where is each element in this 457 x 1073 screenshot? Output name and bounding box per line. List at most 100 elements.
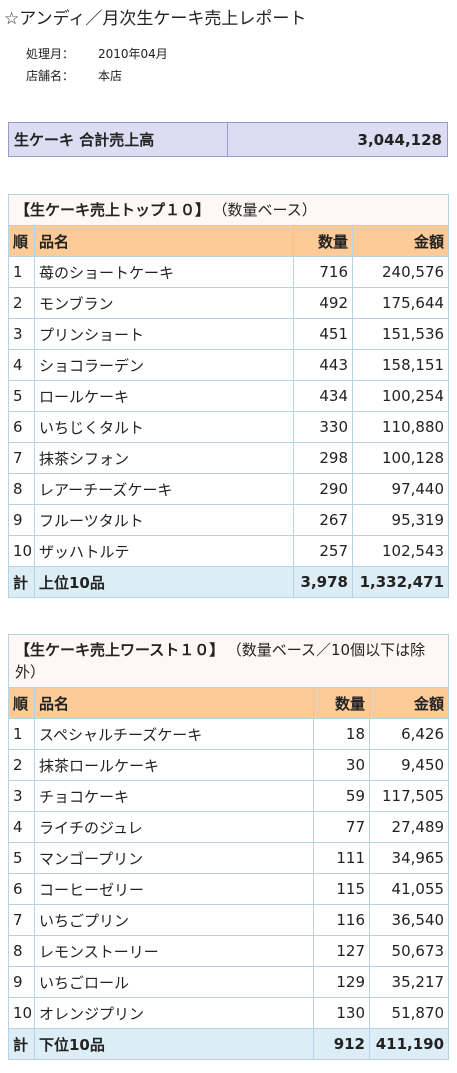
- footer-row: 計上位10品 3,978 1,332,471: [8, 566, 450, 598]
- table-cell: 2: [8, 749, 35, 781]
- table-cell: プリンショート: [34, 318, 294, 350]
- table-row: 6 コーヒーゼリー 115 41,055: [8, 873, 450, 905]
- meta-row: 処理月： 2010年04月: [26, 45, 168, 62]
- caption-note: （数量ベース）: [220, 201, 317, 219]
- column-header: 順: [8, 225, 35, 257]
- table-cell: 1: [8, 718, 35, 750]
- total-label: 生ケーキ 合計売上高: [8, 122, 228, 157]
- table-cell: モンブラン: [34, 287, 294, 319]
- table-cell: チョコケーキ: [34, 780, 314, 812]
- table-row: 9 フルーツタルト 267 95,319: [8, 504, 450, 536]
- table-cell: 298: [293, 442, 353, 474]
- report-title: ☆アンディ／月次生ケーキ売上レポート: [4, 9, 307, 29]
- meta-row: 店舗名： 本店: [26, 67, 122, 84]
- table-row: 8 レアーチーズケーキ 290 97,440: [8, 473, 450, 505]
- table-cell: 36,540: [368, 904, 450, 936]
- table-row: 2 モンブラン 492 175,644: [8, 287, 450, 319]
- table-cell: 7: [8, 442, 35, 474]
- table-cell: 9: [8, 966, 35, 998]
- table-row: 10 ザッハトルテ 257 102,543: [8, 535, 450, 567]
- column-header: 順: [8, 687, 35, 719]
- total-box: 生ケーキ 合計売上高 3,044,128: [8, 122, 448, 157]
- table-cell: 77: [313, 811, 370, 843]
- table-cell: 8: [8, 473, 35, 505]
- meta-value: 2010年04月: [98, 47, 168, 61]
- meta-label: 店舗名：: [26, 69, 75, 83]
- table-cell: 27,489: [368, 811, 450, 843]
- footer-cell: 912: [313, 1028, 370, 1060]
- table-cell: 抹茶シフォン: [34, 442, 294, 474]
- table-cell: 100,128: [351, 442, 450, 474]
- table-cell: 115: [313, 873, 370, 905]
- table-cell: 330: [293, 411, 353, 443]
- table-row: 10 オレンジプリン 130 51,870: [8, 997, 450, 1029]
- table-cell: 34,965: [368, 842, 450, 874]
- caption-note: （数量ベース／10個以下は除外）: [15, 641, 426, 681]
- ranking-table: 【生ケーキ売上ワースト１０】 （数量ベース／10個以下は除外）順品名 数量 金額 1 スペ…: [7, 634, 450, 1060]
- table-row: 9 いちごロール 129 35,217: [8, 966, 450, 998]
- table-cell: 451: [293, 318, 353, 350]
- ranking-table: 【生ケーキ売上トップ１０】 （数量ベース）順品名 数量 金額 1 苺のショートケーキ 716…: [7, 194, 450, 598]
- footer-row: 計下位10品 912 411,190: [8, 1028, 450, 1060]
- table-cell: 1: [8, 256, 35, 288]
- table-cell: 434: [293, 380, 353, 412]
- column-header: 品名: [34, 687, 314, 719]
- table-cell: いちごプリン: [34, 904, 314, 936]
- table-cell: 4: [8, 811, 35, 843]
- table-cell: 100,254: [351, 380, 450, 412]
- meta-label: 処理月：: [26, 47, 75, 61]
- table-cell: いちごロール: [34, 966, 314, 998]
- table-row: 7 抹茶シフォン 298 100,128: [8, 442, 450, 474]
- table-cell: マンゴープリン: [34, 842, 314, 874]
- table-cell: 6: [8, 411, 35, 443]
- column-header: 数量: [313, 687, 370, 719]
- table-cell: 51,870: [368, 997, 450, 1029]
- table-cell: レモンストーリー: [34, 935, 314, 967]
- table-row: 5 マンゴープリン 111 34,965: [8, 842, 450, 874]
- column-header: 金額: [351, 225, 450, 257]
- header-row: 順品名 数量 金額: [8, 687, 450, 719]
- table-cell: 117,505: [368, 780, 450, 812]
- table-cell: いちじくタルト: [34, 411, 294, 443]
- table-cell: 抹茶ロールケーキ: [34, 749, 314, 781]
- table-cell: スペシャルチーズケーキ: [34, 718, 314, 750]
- table-cell: 158,151: [351, 349, 450, 381]
- table-cell: 59: [313, 780, 370, 812]
- table-cell: 6,426: [368, 718, 450, 750]
- table-cell: 127: [313, 935, 370, 967]
- table-cell: 35,217: [368, 966, 450, 998]
- table-cell: レアーチーズケーキ: [34, 473, 294, 505]
- caption-cell: 【生ケーキ売上ワースト１０】 （数量ベース／10個以下は除外）: [7, 634, 450, 688]
- table-cell: 110,880: [351, 411, 450, 443]
- table-row: 8 レモンストーリー 127 50,673: [8, 935, 450, 967]
- table-cell: ロールケーキ: [34, 380, 294, 412]
- meta-value: 本店: [98, 69, 123, 83]
- caption: 【生ケーキ売上ワースト１０】: [15, 641, 225, 659]
- table-cell: 2: [8, 287, 35, 319]
- table-cell: オレンジプリン: [34, 997, 314, 1029]
- table-cell: 267: [293, 504, 353, 536]
- caption-cell: 【生ケーキ売上トップ１０】 （数量ベース）: [7, 194, 450, 226]
- table-row: 7 いちごプリン 116 36,540: [8, 904, 450, 936]
- table-cell: 6: [8, 873, 35, 905]
- table-cell: 7: [8, 904, 35, 936]
- table-cell: 3: [8, 780, 35, 812]
- table-cell: 111: [313, 842, 370, 874]
- table-cell: 10: [8, 535, 35, 567]
- table-row: 4 ショコラーデン 443 158,151: [8, 349, 450, 381]
- table-cell: 102,543: [351, 535, 450, 567]
- table-cell: 41,055: [368, 873, 450, 905]
- footer-cell: 計: [8, 1028, 35, 1060]
- table-row: 5 ロールケーキ 434 100,254: [8, 380, 450, 412]
- table-cell: ザッハトルテ: [34, 535, 294, 567]
- table-cell: 116: [313, 904, 370, 936]
- table-cell: コーヒーゼリー: [34, 873, 314, 905]
- table-row: 6 いちじくタルト 330 110,880: [8, 411, 450, 443]
- footer-cell: 下位10品: [34, 1028, 314, 1060]
- table-cell: 443: [293, 349, 353, 381]
- table-row: 3 チョコケーキ 59 117,505: [8, 780, 450, 812]
- table-cell: 50,673: [368, 935, 450, 967]
- column-header: 金額: [368, 687, 450, 719]
- table-cell: 716: [293, 256, 353, 288]
